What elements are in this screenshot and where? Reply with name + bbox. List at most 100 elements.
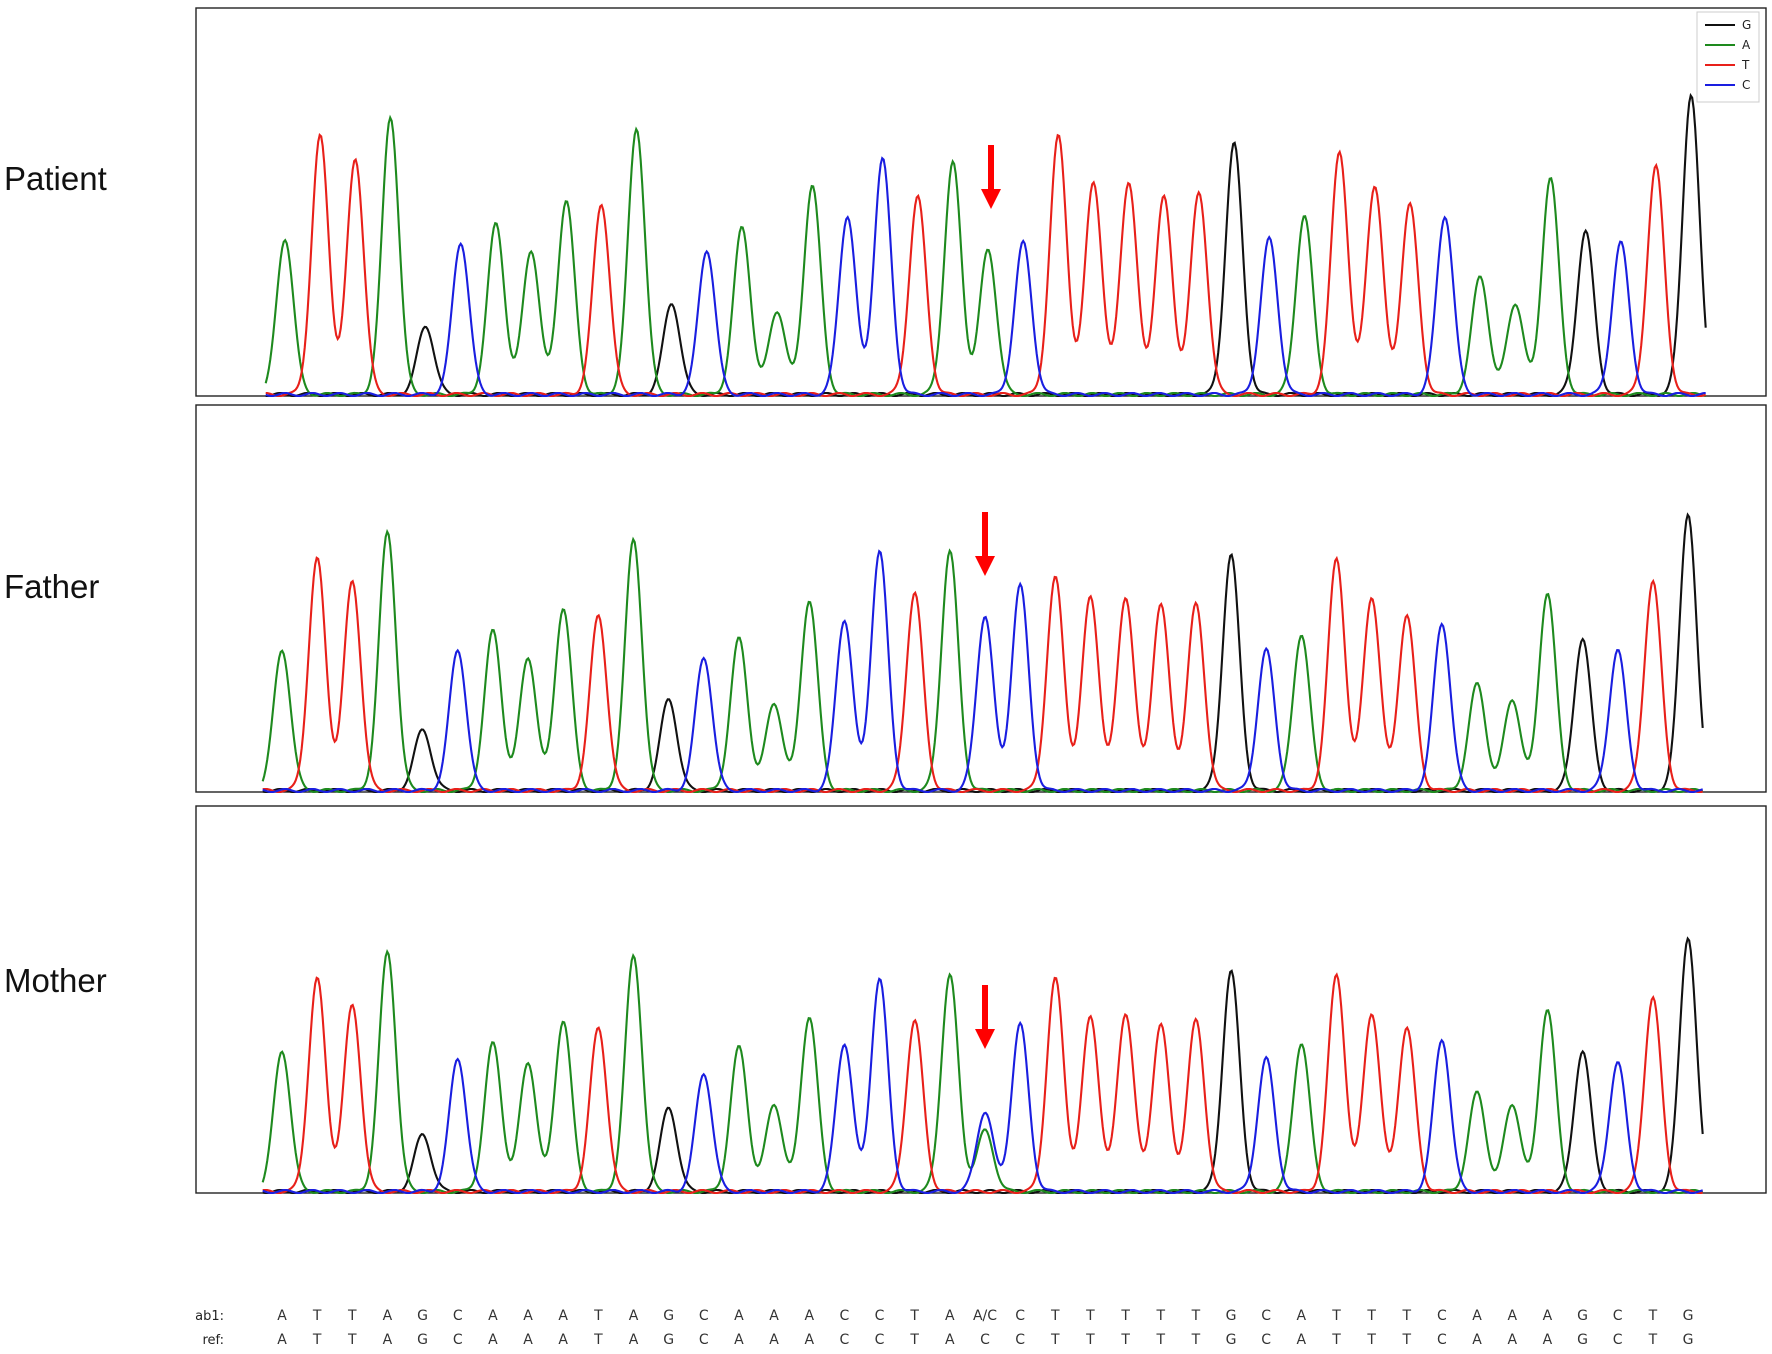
base-call: A <box>488 1308 498 1324</box>
reference-base: C <box>1613 1332 1623 1348</box>
base-call: A <box>734 1308 744 1324</box>
reference-base: G <box>1683 1332 1694 1348</box>
base-call: A <box>383 1308 393 1324</box>
reference-base: T <box>312 1332 322 1348</box>
plot-frame <box>195 404 1767 793</box>
legend-label: C <box>1742 78 1750 92</box>
base-call: T <box>593 1308 603 1324</box>
reference-base: T <box>1402 1332 1412 1348</box>
base-call: G <box>1226 1308 1237 1324</box>
reference-base: A <box>945 1332 955 1348</box>
base-call: T <box>1120 1308 1130 1324</box>
sample-label: Mother <box>4 962 107 999</box>
base-call: C <box>875 1308 885 1324</box>
reference-base: A <box>1472 1332 1482 1348</box>
reference-base: T <box>1331 1332 1341 1348</box>
base-call: A <box>558 1308 568 1324</box>
base-call: A <box>769 1308 779 1324</box>
sequence-row-label: ab1: <box>195 1309 224 1324</box>
base-call: A <box>1507 1308 1517 1324</box>
reference-base: A <box>383 1332 393 1348</box>
chromatogram: ab1:ATTAGCAAATAGCAAACCTACCTTTTTGCATTTCAA… <box>195 404 1767 794</box>
base-call: A <box>277 1308 287 1324</box>
reference-base: A <box>1297 1332 1307 1348</box>
reference-base: T <box>347 1332 357 1348</box>
reference-base: T <box>593 1332 603 1348</box>
trace-C <box>265 156 1706 398</box>
reference-base: C <box>840 1332 850 1348</box>
base-call: C <box>1613 1308 1623 1324</box>
reference-base: G <box>663 1332 674 1348</box>
variant-arrow <box>981 145 1001 209</box>
reference-base: A <box>769 1332 779 1348</box>
trace-T <box>262 555 1703 794</box>
reference-base: G <box>1226 1332 1237 1348</box>
base-call: G <box>1683 1308 1694 1324</box>
base-call: A <box>523 1308 533 1324</box>
reference-base: T <box>1155 1332 1165 1348</box>
reference-base: A <box>523 1332 533 1348</box>
reference-base: C <box>699 1332 709 1348</box>
trace-A <box>261 528 1704 794</box>
reference-base: A <box>629 1332 639 1348</box>
base-call: G <box>663 1308 674 1324</box>
base-call: T <box>347 1308 357 1324</box>
panel-mother: Mother ab1: A T T A G C A A A T A G C A A A C C T A A/C C T T T T T… <box>0 800 1772 1354</box>
base-call: A <box>804 1308 814 1324</box>
base-call: C <box>840 1308 850 1324</box>
base-call: C <box>1261 1308 1271 1324</box>
trace-A <box>261 949 1704 1195</box>
base-call: A <box>1543 1308 1553 1324</box>
base-call: C <box>453 1308 463 1324</box>
reference-base: A <box>488 1332 498 1348</box>
legend-label: G <box>1742 18 1751 32</box>
variant-arrow <box>975 512 995 576</box>
reference-base: A <box>277 1332 287 1348</box>
reference-base: C <box>453 1332 463 1348</box>
reference-base: A <box>1543 1332 1553 1348</box>
trace-A <box>264 114 1706 398</box>
base-call: G <box>417 1308 428 1324</box>
reference-row-label: ref: <box>202 1333 224 1348</box>
sample-label: Patient <box>4 160 107 197</box>
base-call: C <box>699 1308 709 1324</box>
base-call: A <box>1472 1308 1482 1324</box>
reference-base: C <box>1261 1332 1271 1348</box>
reference-base: C <box>1437 1332 1447 1348</box>
base-call: A <box>629 1308 639 1324</box>
variant-arrow <box>975 985 995 1049</box>
chromatogram: ab1: A T T A G C A A A T A G C A A A C C T A A/C C T T T T T G C A T T T C… <box>195 805 1767 1348</box>
base-call: A <box>1297 1308 1307 1324</box>
reference-base: A <box>804 1332 814 1348</box>
reference-base: A <box>558 1332 568 1348</box>
reference-base: T <box>1120 1332 1130 1348</box>
base-call: T <box>1366 1308 1376 1324</box>
reference-base: T <box>1085 1332 1095 1348</box>
trace-T <box>262 972 1703 1195</box>
reference-base: G <box>1577 1332 1588 1348</box>
base-call: T <box>1050 1308 1060 1324</box>
base-call: C <box>1015 1308 1025 1324</box>
base-call: T <box>1155 1308 1165 1324</box>
base-call: T <box>1402 1308 1412 1324</box>
legend-label: A <box>1742 38 1751 52</box>
reference-base: T <box>1366 1332 1376 1348</box>
base-call: T <box>1648 1308 1658 1324</box>
reference-base: T <box>1191 1332 1201 1348</box>
panel-father: Father ab1:ATTAGCAAATAGCAAACCTACCTTTTTGC… <box>0 400 1772 800</box>
base-call: T <box>312 1308 322 1324</box>
base-call: T <box>1191 1308 1201 1324</box>
trace-C <box>262 977 1703 1195</box>
base-call: A <box>945 1308 955 1324</box>
reference-base: C <box>875 1332 885 1348</box>
base-call: A/C <box>973 1308 997 1324</box>
plot-frame <box>195 7 1767 397</box>
reference-base: T <box>1050 1332 1060 1348</box>
panel-patient: Patient ab1:ATTAGCAAATAGCAAACCTAACTTTTTG… <box>0 0 1772 400</box>
chromatogram: ab1:ATTAGCAAATAGCAAACCTAACTTTTTGCATTTCAA… <box>195 7 1767 398</box>
base-call: T <box>1085 1308 1095 1324</box>
reference-base: A <box>734 1332 744 1348</box>
trace-C <box>262 549 1703 794</box>
reference-base: C <box>980 1332 990 1348</box>
